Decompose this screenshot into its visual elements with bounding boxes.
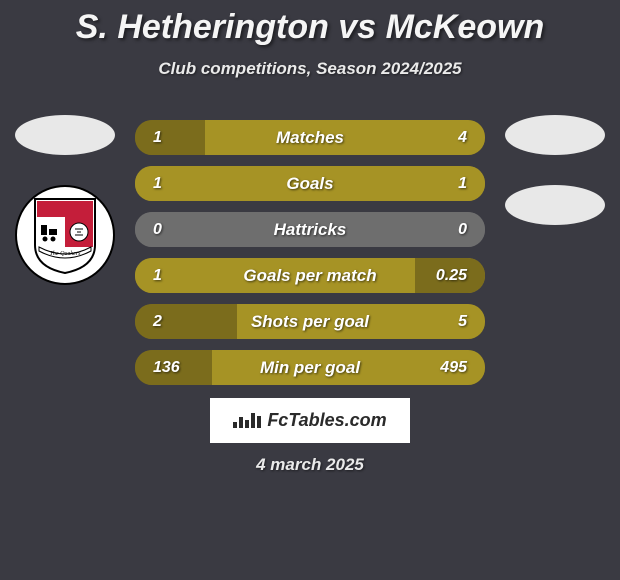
stat-value-left: 1 [153, 175, 162, 193]
stat-bar: 1 1 Goals [135, 166, 485, 201]
stat-bar: 136 495 Min per goal [135, 350, 485, 385]
crest-banner-text: The Quakers [50, 251, 81, 257]
bar-fill-right [205, 120, 485, 155]
page-title: S. Hetherington vs McKeown [0, 0, 620, 47]
stat-label: Hattricks [274, 220, 347, 240]
fctables-label: FcTables.com [267, 410, 386, 431]
player-photo-placeholder-right-2 [505, 185, 605, 225]
stat-label: Matches [276, 128, 344, 148]
stat-value-right: 4 [458, 129, 467, 147]
crest-shield: The Quakers [31, 195, 99, 275]
stat-value-right: 1 [458, 175, 467, 193]
stat-value-left: 1 [153, 267, 162, 285]
fctables-badge: FcTables.com [210, 398, 410, 443]
bar-chart-icon [233, 413, 261, 428]
subtitle: Club competitions, Season 2024/2025 [0, 59, 620, 79]
stat-label: Goals [286, 174, 333, 194]
bar-fill-left [135, 120, 205, 155]
left-player-column: The Quakers [10, 115, 120, 285]
comparison-bars: 1 4 Matches 1 1 Goals 0 0 Hattricks 1 0.25 Goals pe… [135, 120, 485, 385]
stat-bar: 0 0 Hattricks [135, 212, 485, 247]
stat-label: Goals per match [243, 266, 376, 286]
player-photo-placeholder-right-1 [505, 115, 605, 155]
stat-value-right: 495 [440, 359, 467, 377]
stat-value-right: 5 [458, 313, 467, 331]
stat-value-right: 0 [458, 221, 467, 239]
stat-bar: 2 5 Shots per goal [135, 304, 485, 339]
stat-value-right: 0.25 [436, 267, 467, 285]
player-photo-placeholder-left [15, 115, 115, 155]
stat-label: Min per goal [260, 358, 360, 378]
infographic-container: S. Hetherington vs McKeown Club competit… [0, 0, 620, 580]
right-player-column [500, 115, 610, 225]
stat-value-left: 1 [153, 129, 162, 147]
stat-bar: 1 4 Matches [135, 120, 485, 155]
stat-bar: 1 0.25 Goals per match [135, 258, 485, 293]
shield-icon: The Quakers [31, 195, 99, 275]
stat-value-left: 0 [153, 221, 162, 239]
stat-value-left: 136 [153, 359, 180, 377]
date-label: 4 march 2025 [256, 455, 364, 475]
club-crest-left: The Quakers [15, 185, 115, 285]
stat-label: Shots per goal [251, 312, 369, 332]
bar-fill-left [135, 304, 237, 339]
stat-value-left: 2 [153, 313, 162, 331]
